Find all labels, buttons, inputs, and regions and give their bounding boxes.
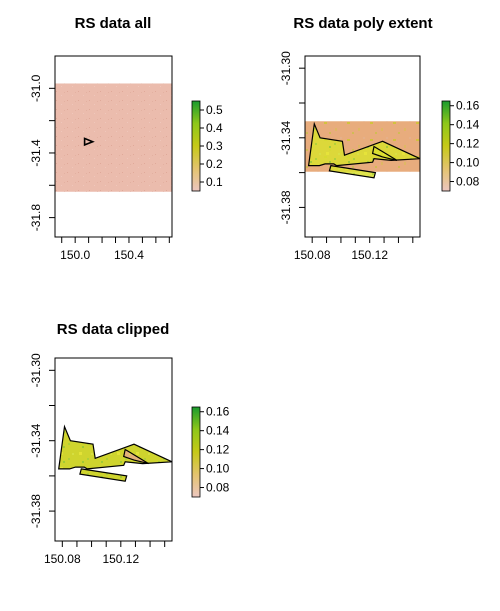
legend-tick-label: 0.1 <box>206 175 223 189</box>
plot-area: 150.0 150.4 -31.0 -31.4 -31.8 <box>29 55 173 262</box>
polygon-outline <box>307 121 421 167</box>
x-tick-label: 150.12 <box>351 248 388 262</box>
plot-frame <box>304 55 421 238</box>
polygon-texture <box>308 123 420 166</box>
x-tick-label: 150.0 <box>60 248 90 262</box>
polygon-texture <box>79 468 127 482</box>
y-tick-label: -31.34 <box>279 120 293 154</box>
polygon-outline <box>328 164 377 179</box>
legend-tick-label: 0.5 <box>206 103 223 117</box>
panel-rs-data-poly-extent: RS data poly extent 150.08 150.12 -31.30 -3… <box>279 15 480 262</box>
panel-rs-data-all: RS data all 150.0 150.4 -31.0 -31.4 -31.8 0.… <box>29 15 223 262</box>
legend-colorbar <box>441 100 451 192</box>
legend-tick-label: 0.16 <box>206 405 230 419</box>
legend-colorbar <box>191 100 201 192</box>
plot-frame <box>54 357 173 542</box>
polygon-outline <box>83 137 95 147</box>
polygon-outline <box>58 424 173 470</box>
polygon-outline <box>371 145 398 161</box>
y-tick-label: -31.30 <box>279 51 293 85</box>
legend-tick-label: 0.2 <box>206 157 223 171</box>
legend-tick-label: 0.3 <box>206 139 223 153</box>
x-tick-label: 150.08 <box>294 248 331 262</box>
panel-title: RS data poly extent <box>293 15 432 32</box>
panel-title: RS data clipped <box>57 321 170 338</box>
y-tick-label: -31.4 <box>29 139 43 167</box>
legend-tick-label: 0.08 <box>206 481 230 495</box>
plot-area: 150.08 150.12 -31.30 -31.34 -31.38 <box>279 51 421 262</box>
raster-texture <box>55 83 172 192</box>
y-tick-label: -31.34 <box>29 423 43 457</box>
polygon-texture <box>58 426 173 469</box>
legend: 0.08 0.10 0.12 0.14 0.16 <box>441 99 480 192</box>
legend: 0.1 0.2 0.3 0.4 0.5 <box>191 100 223 192</box>
y-tick-label: -31.38 <box>279 190 293 224</box>
x-tick-label: 150.08 <box>44 552 81 566</box>
legend-tick-label: 0.14 <box>206 424 230 438</box>
legend-tick-label: 0.14 <box>456 118 480 132</box>
legend-tick-label: 0.4 <box>206 121 223 135</box>
legend-tick-label: 0.12 <box>206 443 230 457</box>
plot-frame <box>54 55 173 238</box>
legend-tick-label: 0.16 <box>456 99 480 113</box>
legend-tick-label: 0.08 <box>456 175 480 189</box>
panel-title: RS data all <box>75 15 152 32</box>
x-tick-label: 150.4 <box>114 248 144 262</box>
polygon-texture <box>329 165 376 178</box>
legend-colorbar <box>191 406 201 498</box>
x-tick-label: 150.12 <box>102 552 139 566</box>
legend-tick-label: 0.12 <box>456 137 480 151</box>
legend-tick-label: 0.10 <box>206 462 230 476</box>
y-tick-label: -31.38 <box>29 494 43 528</box>
panel-rs-data-clipped: RS data clipped 150.08 150.12 -31.30 -31.34… <box>29 321 230 566</box>
plot-area: 150.08 150.12 -31.30 -31.34 -31.38 <box>29 353 173 566</box>
legend-tick-label: 0.10 <box>456 156 480 170</box>
y-tick-label: -31.8 <box>29 204 43 232</box>
legend: 0.08 0.10 0.12 0.14 0.16 <box>191 405 230 498</box>
polygon-outline <box>123 448 149 465</box>
polygon-outline <box>79 468 128 482</box>
y-tick-label: -31.30 <box>29 353 43 387</box>
y-tick-label: -31.0 <box>29 74 43 102</box>
